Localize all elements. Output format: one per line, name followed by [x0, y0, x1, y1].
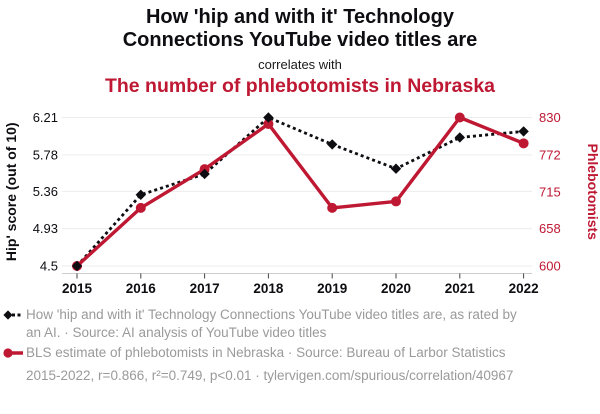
svg-text:2022: 2022: [509, 281, 539, 295]
svg-text:6.21: 6.21: [33, 110, 58, 125]
svg-text:2020: 2020: [381, 281, 411, 295]
svg-text:Phlebotomists: Phlebotomists: [585, 144, 600, 241]
svg-text:2018: 2018: [253, 281, 284, 295]
chart-title: How 'hip and with it' Technology Connect…: [122, 6, 478, 51]
legend: How 'hip and with it' Technology Connect…: [2, 306, 600, 384]
svg-text:5.36: 5.36: [33, 184, 58, 199]
chart-header: How 'hip and with it' Technology Connect…: [0, 6, 600, 97]
svg-text:2019: 2019: [317, 281, 347, 295]
svg-text:2017: 2017: [190, 281, 220, 295]
svg-text:5.78: 5.78: [33, 147, 58, 162]
svg-text:2015: 2015: [62, 281, 93, 295]
svg-text:2021: 2021: [445, 281, 476, 295]
svg-text:2016: 2016: [126, 281, 157, 295]
svg-text:600: 600: [539, 259, 561, 274]
circle-solid-line-icon: [3, 348, 23, 358]
correlates-with-text: correlates with: [258, 57, 342, 72]
correlation-line-chart: 6.21 830 5.78 772 5.36 715 4.93 658 4.5 600 2015 20…: [3, 110, 600, 295]
svg-text:715: 715: [539, 184, 561, 199]
legend-item-phlebotomists: BLS estimate of phlebotomists in Nebrask…: [2, 344, 600, 362]
svg-text:4.93: 4.93: [33, 221, 58, 236]
legend-label-hip-score: How 'hip and with it' Technology Connect…: [26, 307, 517, 340]
legend-item-hip-score: How 'hip and with it' Technology Connect…: [2, 306, 600, 341]
svg-text:830: 830: [539, 110, 561, 125]
footer-note: 2015-2022, r=0.866, r²=0.749, p<0.01 · t…: [26, 367, 514, 383]
diamond-dotted-line-icon: [3, 310, 23, 320]
chart-subtitle: The number of phlebotomists in Nebraska: [104, 75, 496, 97]
svg-text:772: 772: [539, 147, 561, 162]
legend-label-phlebotomists: BLS estimate of phlebotomists in Nebrask…: [26, 345, 506, 360]
svg-text:4.5: 4.5: [40, 259, 58, 274]
svg-text:Hip' score (out of 10): Hip' score (out of 10): [3, 122, 19, 261]
svg-text:658: 658: [539, 221, 561, 236]
